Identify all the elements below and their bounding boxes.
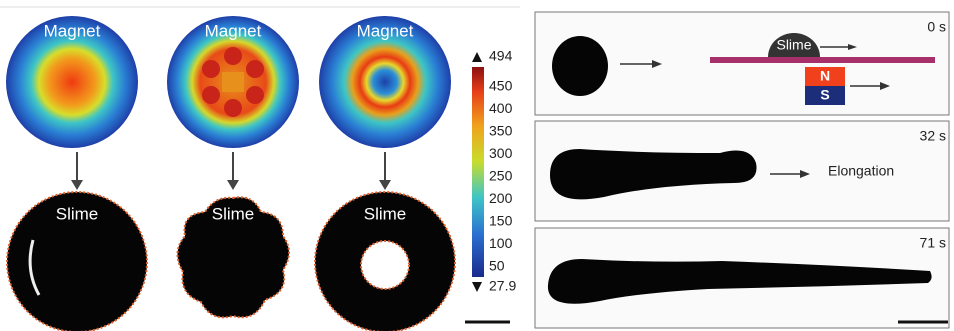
magnet-label: Magnet [205, 21, 262, 40]
colorbar-min: 27.9 [489, 278, 516, 294]
colorbar-max: 494 [489, 48, 513, 64]
colorbar-tick-label: 350 [489, 123, 513, 139]
magnet-label: Magnet [44, 21, 101, 40]
north-label: N [820, 68, 830, 84]
colorbar-tick-label: 400 [489, 100, 513, 116]
colorbar-tick-label: 450 [489, 78, 513, 94]
slime-label: Slime [212, 204, 255, 223]
plate [710, 57, 935, 63]
time-label: 71 s [920, 235, 946, 251]
ring-hole [361, 241, 409, 289]
slime-label: Slime [364, 204, 407, 223]
min-marker [472, 282, 482, 292]
colorbar-tick-label: 150 [489, 213, 513, 229]
slime-label: Slime [56, 204, 99, 223]
max-marker [472, 52, 482, 62]
colorbar: 494 27.9 450 400 350 300 250 200 150 100 50 [472, 48, 516, 294]
colorbar-tick-label: 100 [489, 235, 513, 251]
time-label: 0 s [927, 19, 946, 35]
down-arrows [71, 152, 391, 190]
slime-blob [552, 36, 608, 96]
magnet-label: Magnet [357, 21, 414, 40]
south-label: S [820, 87, 829, 103]
slime-icon-label: Slime [776, 37, 811, 53]
colorbar-tick-label: 200 [489, 190, 513, 206]
colorbar-ramp [472, 67, 484, 277]
colorbar-tick-label: 50 [489, 258, 505, 274]
colorbar-tick-label: 250 [489, 168, 513, 184]
figure: Magnet Magnet Magnet Slime Slime Slime 4… [0, 0, 954, 331]
colorbar-tick-label: 300 [489, 145, 513, 161]
elongation-label: Elongation [828, 163, 894, 179]
time-label: 32 s [920, 128, 946, 144]
